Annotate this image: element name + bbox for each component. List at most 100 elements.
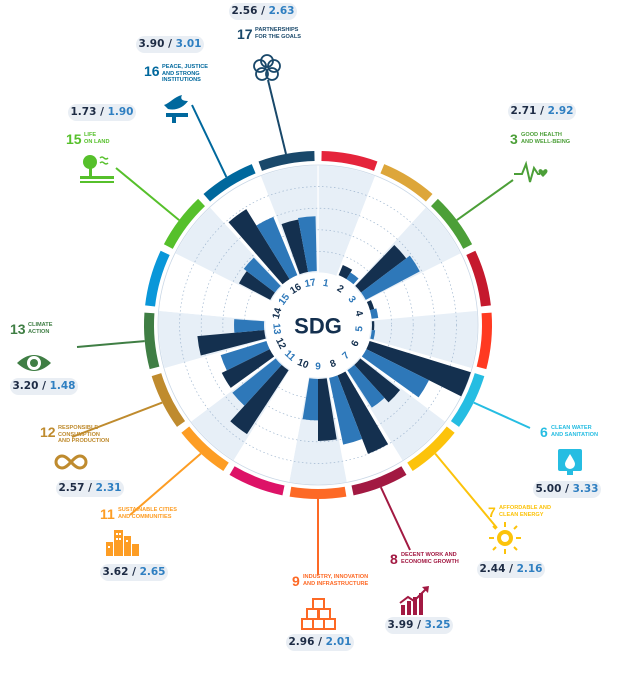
goal-number-15: 15 [66, 131, 82, 147]
goal-number-3: 3 [510, 131, 518, 147]
value-series2-7: 2.16 [516, 563, 543, 575]
value-pill-11: 3.62 / 2.65 [100, 564, 168, 581]
bar-series1-goal-15 [238, 271, 275, 300]
value-pill-8: 3.99 / 3.25 [385, 617, 453, 634]
value-series1-7: 2.44 [479, 563, 506, 575]
goal-name-11: SUSTAINABLE CITIES AND COMMUNITIES [118, 507, 177, 520]
value-series1-16: 3.90 [138, 38, 165, 50]
value-separator: / [96, 106, 108, 118]
bar-series2-goal-12 [220, 340, 270, 371]
leader-line-15 [115, 167, 180, 221]
hub-number-6: 6 [349, 338, 362, 348]
ring-segment-12 [151, 373, 186, 427]
center-label: SDG [294, 314, 342, 339]
hub-number-2: 2 [335, 283, 346, 296]
goal-number-8: 8 [390, 551, 398, 567]
ring-segment-17 [258, 151, 315, 171]
bar-series2-goal-17 [298, 216, 317, 272]
hub-number-8: 8 [329, 358, 339, 370]
ring-segment-6 [450, 373, 485, 427]
value-separator: / [257, 5, 269, 17]
bar-series2-goal-8 [329, 375, 363, 445]
value-separator: / [84, 482, 96, 494]
bar-series2-goal-15 [243, 257, 281, 293]
leader-line-17 [267, 79, 287, 155]
value-separator: / [38, 380, 50, 392]
grid-circle [244, 251, 392, 399]
hub-number-3: 3 [345, 294, 357, 305]
leader-line-7 [434, 452, 498, 529]
bar-series2-goal-3 [361, 255, 420, 300]
goal-dove-icon [158, 89, 196, 130]
bar-series1-goal-12 [221, 349, 275, 388]
bar-series2-goal-4 [369, 308, 379, 319]
leader-line-13 [76, 340, 145, 348]
ring-segment-2 [380, 164, 433, 202]
goal-name-6: CLEAN WATER AND SANITATION [551, 425, 599, 438]
value-pill-6: 5.00 / 3.33 [533, 481, 601, 498]
hub-number-1: 1 [322, 278, 330, 290]
hub-number-5: 5 [354, 325, 366, 332]
goal-growth-icon [396, 583, 434, 624]
value-series1-3: 2.71 [510, 105, 537, 117]
goal-number-17: 17 [237, 26, 253, 42]
bar-series2-goal-11 [232, 358, 282, 406]
value-pill-9: 2.96 / 2.01 [286, 634, 354, 651]
ring-segment-4 [466, 250, 491, 307]
goal-number-6: 6 [540, 424, 548, 440]
grid-circle [179, 186, 457, 464]
goal-name-7: AFFORDABLE AND CLEAN ENERGY [499, 505, 551, 518]
goal-number-11: 11 [100, 506, 115, 522]
bar-series1-goal-17 [281, 219, 309, 275]
bar-series2-goal-6 [361, 349, 429, 398]
goal-infinity-icon [52, 444, 90, 485]
bar-series2-goal-5 [370, 329, 376, 340]
goal-water-icon [552, 443, 590, 484]
goal-name-16: PEACE, JUSTICE AND STRONG INSTITUTIONS [162, 64, 209, 83]
value-pill-17: 2.56 / 2.63 [229, 3, 297, 20]
hub-number-12: 12 [273, 336, 288, 351]
value-separator: / [413, 619, 425, 631]
goal-eye-icon [15, 345, 53, 386]
value-series1-13: 3.20 [12, 380, 39, 392]
ring-segment-13 [143, 312, 160, 370]
goal-tree-icon [78, 150, 116, 191]
value-pill-15: 1.73 / 1.90 [68, 104, 136, 121]
value-pill-16: 3.90 / 3.01 [136, 36, 204, 53]
goal-number-16: 16 [144, 63, 160, 79]
bar-series1-goal-3 [355, 245, 407, 293]
leader-line-3 [456, 179, 514, 221]
goal-name-3: GOOD HEALTH AND WELL-BEING [521, 132, 571, 145]
bar-series2-goal-7 [347, 364, 385, 408]
goal-name-15: LIFE ON LAND [84, 132, 110, 145]
value-series2-6: 3.33 [572, 483, 599, 495]
value-separator: / [536, 105, 548, 117]
bar-series2-goal-13 [234, 319, 265, 333]
ring-segment-9 [289, 486, 347, 500]
grid-outer-circle [157, 164, 479, 486]
hub-number-13: 13 [270, 323, 282, 336]
leader-line-11 [129, 452, 202, 516]
ring-segment-1 [321, 151, 378, 171]
value-series2-8: 3.25 [424, 619, 451, 631]
bar-series1-goal-4 [366, 300, 375, 311]
bar-series2-goal-9 [302, 378, 318, 421]
value-series1-12: 2.57 [58, 482, 85, 494]
hub-number-9: 9 [315, 362, 321, 373]
hub-number-10: 10 [296, 357, 311, 371]
hub-number-4: 4 [352, 309, 364, 318]
goal-name-9: INDUSTRY, INNOVATION AND INFRASTRUCTURE [303, 574, 369, 587]
center-hub [266, 273, 370, 377]
bar-series1-goal-13 [197, 329, 266, 356]
goal-sun-icon [486, 520, 524, 561]
bar-series1-goal-7 [354, 358, 401, 403]
leader-line-12 [71, 401, 163, 438]
value-pill-7: 2.44 / 2.16 [477, 561, 545, 578]
ring-segment-11 [181, 426, 229, 471]
goal-name-12: RESPONSIBLE CONSUMPTION AND PRODUCTION [58, 425, 110, 444]
hub-number-17: 17 [304, 277, 317, 290]
goal-cubes-icon [300, 596, 338, 637]
leader-line-8 [379, 486, 411, 551]
ring-segment-10 [229, 466, 285, 496]
